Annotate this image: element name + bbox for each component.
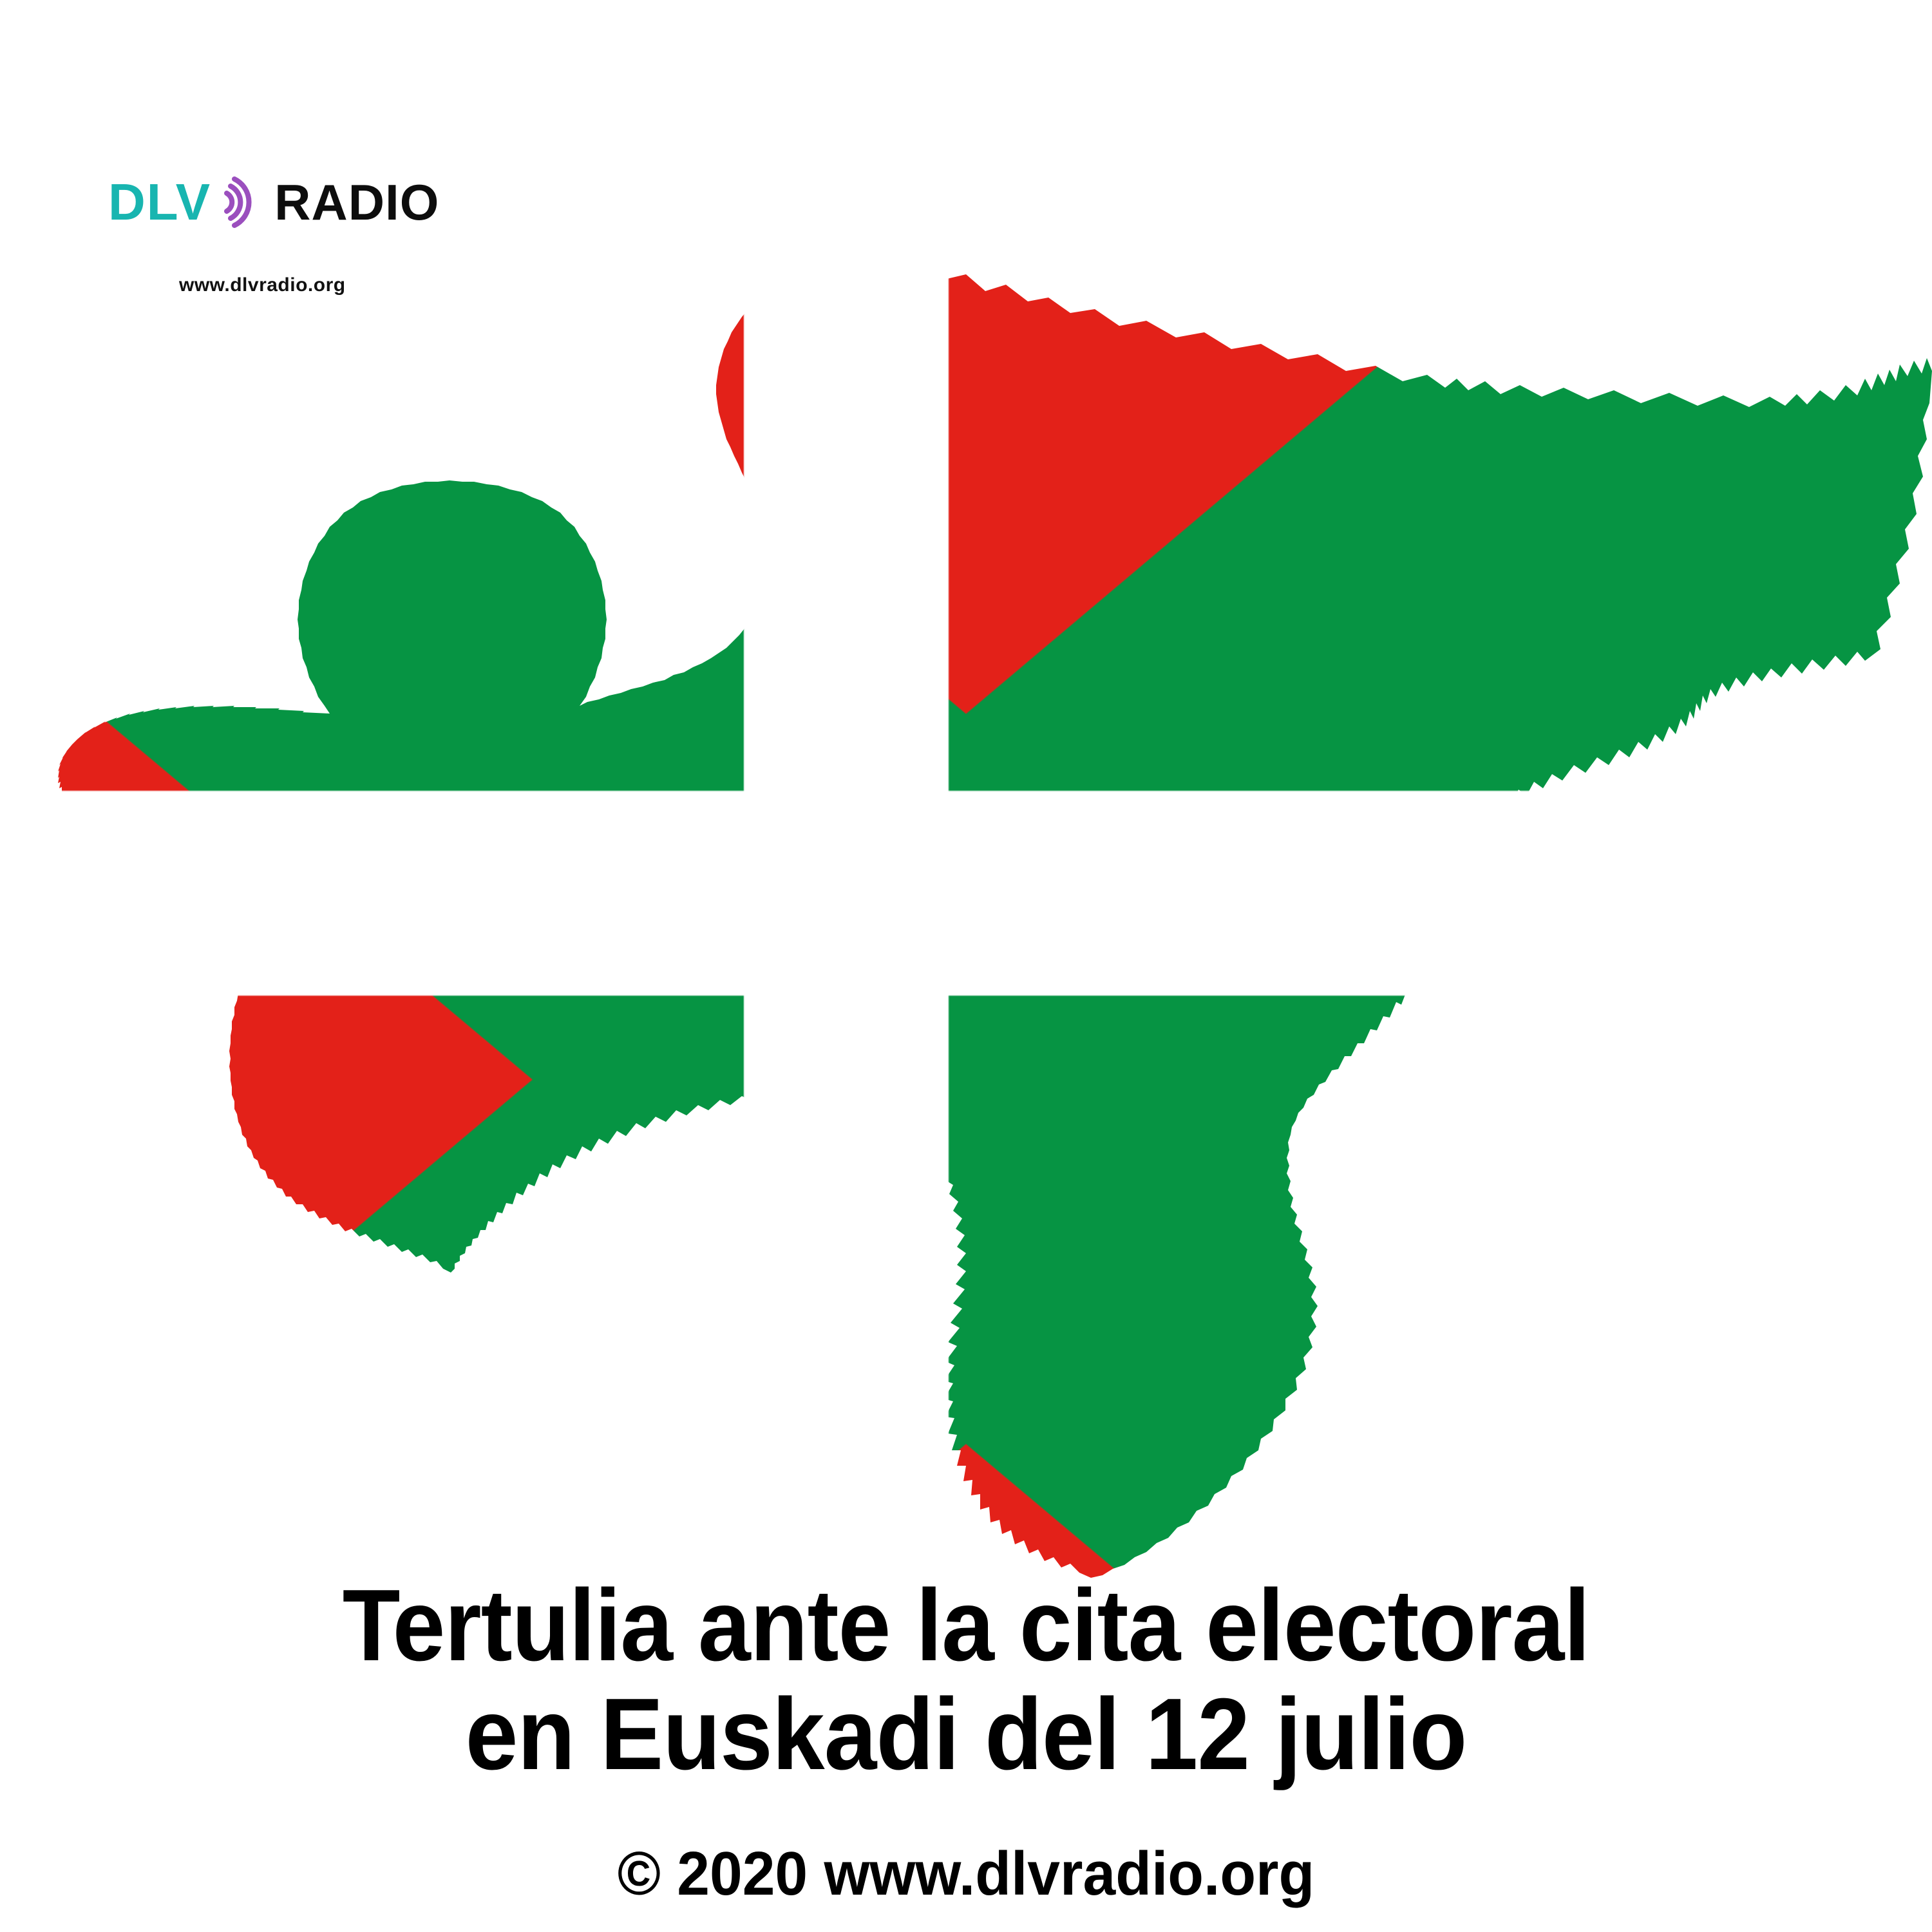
brand-logo[interactable]: DLV RADIO www.dlvradio.org — [108, 173, 559, 340]
logo-wordmark-radio: RADIO — [274, 174, 440, 231]
euskadi-map-svg — [58, 224, 1932, 1578]
radio-wave-icon — [220, 175, 263, 229]
logo-wordmark-dlv: DLV — [108, 173, 212, 231]
logo-website-url[interactable]: www.dlvradio.org — [179, 274, 346, 296]
caption-block: Tertulia ante la cita electoral en Euska… — [0, 1571, 1932, 1789]
headline-line-1: Tertulia ante la cita electoral — [342, 1569, 1590, 1682]
euskadi-map-border-svg — [0, 213, 1932, 1578]
copyright-notice: © 2020 www.dlvradio.org — [617, 1839, 1315, 1908]
euskadi-map-container — [0, 213, 1932, 1578]
headline-line-2: en Euskadi del 12 julio — [465, 1678, 1468, 1792]
logo-row: DLV RADIO — [108, 173, 559, 232]
